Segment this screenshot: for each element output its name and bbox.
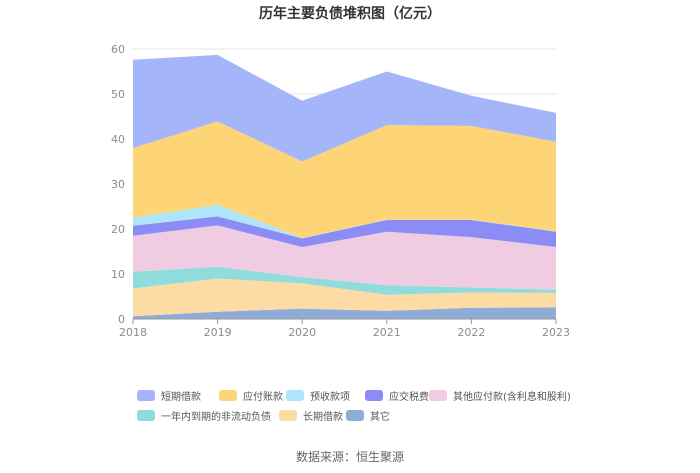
- x-tick-label: 2021: [373, 326, 401, 339]
- y-tick-label: 60: [111, 43, 125, 56]
- y-tick-label: 10: [111, 268, 125, 281]
- chart-title: 历年主要负债堆积图（亿元）: [259, 5, 441, 22]
- axes: 0 10 20 30 40 50 60 2018 2019 2020 2021 2022 2023: [111, 43, 570, 339]
- area-series-6: [133, 121, 556, 238]
- legend-swatch: [429, 390, 447, 401]
- legend-swatch: [219, 390, 237, 401]
- area-series: [133, 54, 556, 319]
- legend-swatch: [365, 390, 383, 401]
- legend-swatch: [346, 410, 364, 421]
- area-series-7: [133, 54, 556, 162]
- legend-label: 其他应付款(含利息和股利): [453, 390, 571, 403]
- legend-label: 短期借款: [161, 390, 201, 403]
- y-tick-label: 30: [111, 178, 125, 191]
- legend-item[interactable]: 其他应付款(含利息和股利): [429, 390, 571, 403]
- legend-swatch: [137, 410, 155, 421]
- area-series-3: [133, 225, 556, 290]
- x-tick-label: 2018: [119, 326, 147, 339]
- y-tick-label: 50: [111, 88, 125, 101]
- area-series-2: [133, 266, 556, 295]
- area-series-4: [133, 216, 556, 247]
- area-series-1: [133, 278, 556, 317]
- y-tick-label: 40: [111, 133, 125, 146]
- legend-label: 应付账款: [243, 390, 283, 403]
- legend-item[interactable]: 其它: [346, 410, 390, 423]
- area-series-5: [133, 204, 556, 239]
- legend-item[interactable]: 应付账款: [219, 390, 283, 403]
- x-tick-label: 2022: [457, 326, 485, 339]
- legend-swatch: [286, 390, 304, 401]
- legend-label: 预收款项: [310, 390, 350, 403]
- source-note: 数据来源：恒生聚源: [296, 449, 404, 464]
- y-tick-label: 20: [111, 223, 125, 236]
- legend-item[interactable]: 一年内到期的非流动负债: [137, 410, 271, 423]
- x-tick-label: 2020: [288, 326, 316, 339]
- area-series-0: [133, 307, 556, 319]
- legend-item[interactable]: 长期借款: [279, 410, 343, 423]
- x-tick-label: 2023: [542, 326, 570, 339]
- legend-item[interactable]: 应交税费: [365, 390, 429, 403]
- legend-swatch: [279, 410, 297, 421]
- legend-label: 应交税费: [389, 390, 429, 403]
- legend-item[interactable]: 预收款项: [286, 390, 350, 403]
- legend-swatch: [137, 390, 155, 401]
- y-tick-label: 0: [118, 313, 125, 326]
- legend-label: 一年内到期的非流动负债: [161, 410, 271, 423]
- legend-label: 其它: [370, 410, 390, 423]
- legend-label: 长期借款: [303, 410, 343, 423]
- legend: 短期借款 应付账款 预收款项 应交税费 其他应付款(含利息和股利) 一年内到期的非流动负债…: [137, 390, 571, 423]
- legend-item[interactable]: 短期借款: [137, 390, 201, 403]
- x-tick-label: 2019: [204, 326, 232, 339]
